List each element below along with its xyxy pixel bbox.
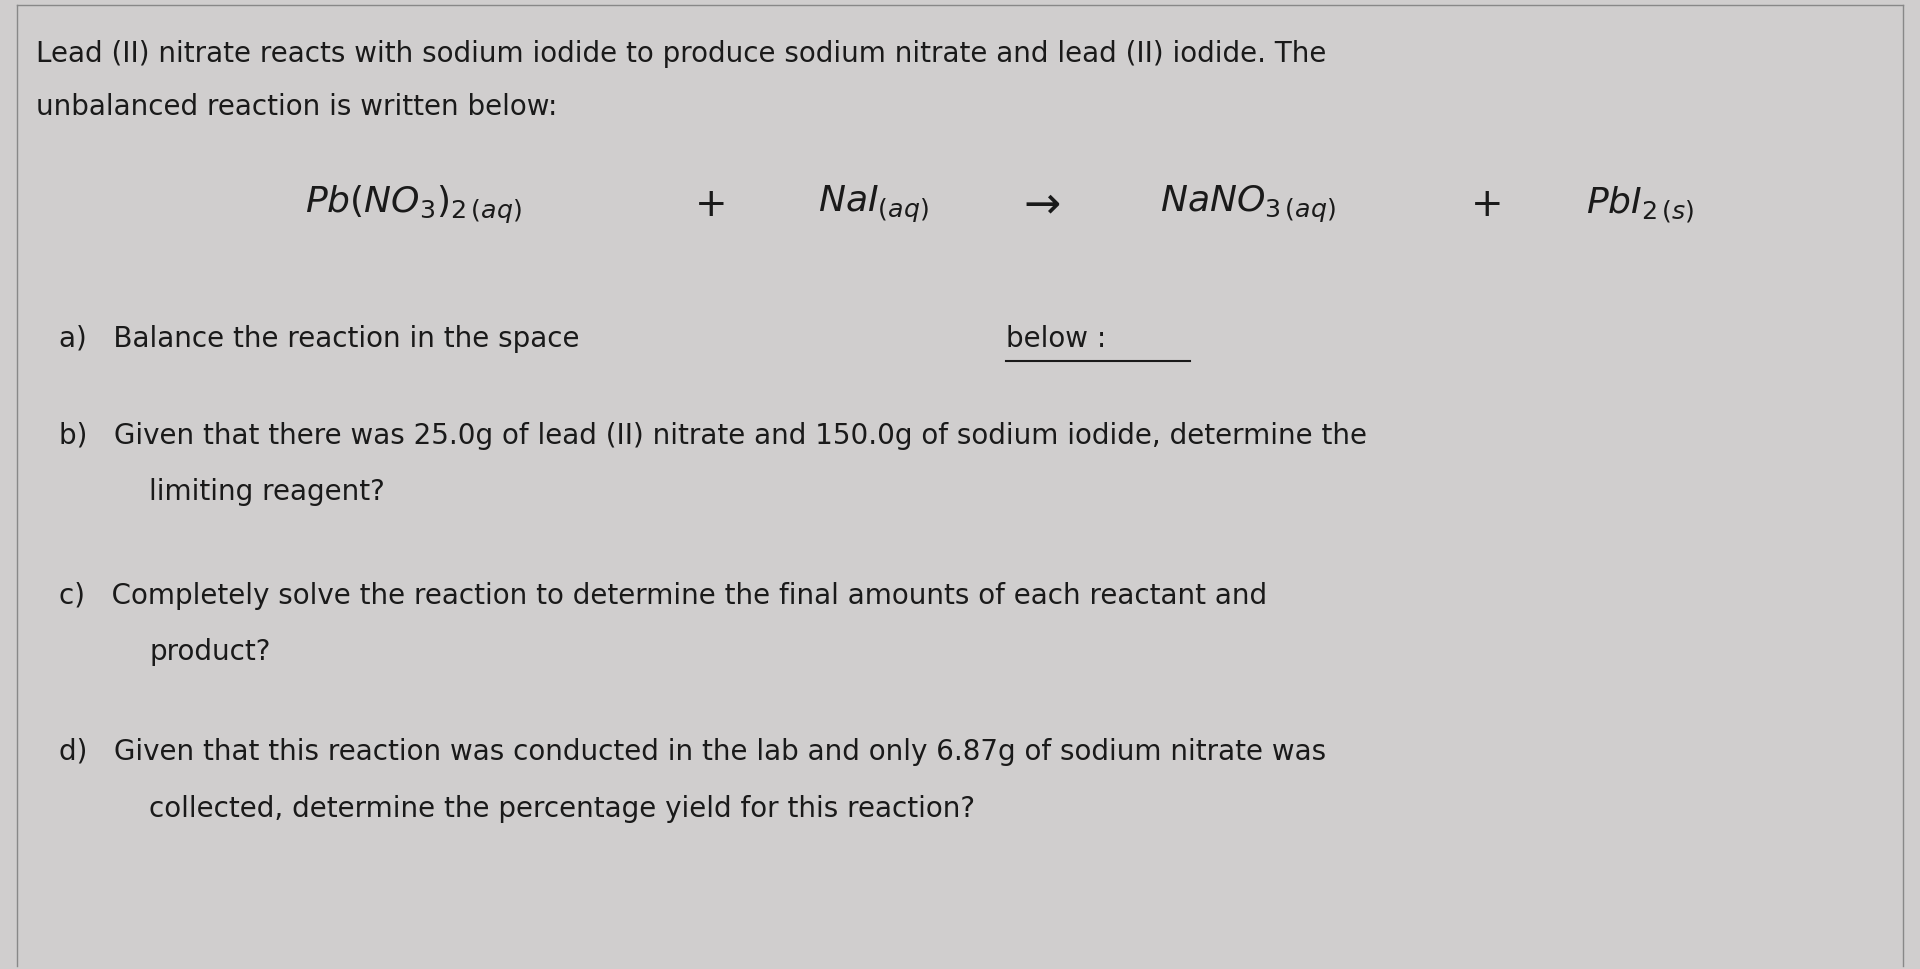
Text: collected, determine the percentage yield for this reaction?: collected, determine the percentage yiel… [150, 794, 975, 822]
Text: below :: below : [1006, 325, 1106, 353]
Text: b)   Given that there was 25.0g of lead (II) nitrate and 150.0g of sodium iodide: b) Given that there was 25.0g of lead (I… [60, 422, 1367, 450]
Text: →: → [1023, 183, 1062, 226]
Text: $Pb(NO_3)_{2\,(aq)}$: $Pb(NO_3)_{2\,(aq)}$ [305, 183, 522, 226]
Text: c)   Completely solve the reaction to determine the final amounts of each reacta: c) Completely solve the reaction to dete… [60, 581, 1267, 610]
Text: +: + [695, 185, 728, 223]
Text: product?: product? [150, 638, 271, 665]
Text: limiting reagent?: limiting reagent? [150, 478, 384, 506]
Text: $NaNO_{3\,(aq)}$: $NaNO_{3\,(aq)}$ [1160, 184, 1336, 225]
Text: $NaI_{(aq)}$: $NaI_{(aq)}$ [818, 184, 929, 225]
Text: unbalanced reaction is written below:: unbalanced reaction is written below: [36, 93, 557, 121]
Text: a)   Balance the reaction in the space: a) Balance the reaction in the space [60, 325, 588, 353]
Text: +: + [1471, 185, 1503, 223]
Text: d)   Given that this reaction was conducted in the lab and only 6.87g of sodium : d) Given that this reaction was conducte… [60, 737, 1327, 766]
Text: $PbI_{2\,(s)}$: $PbI_{2\,(s)}$ [1586, 184, 1695, 225]
Text: Lead (II) nitrate reacts with sodium iodide to produce sodium nitrate and lead (: Lead (II) nitrate reacts with sodium iod… [36, 40, 1327, 68]
